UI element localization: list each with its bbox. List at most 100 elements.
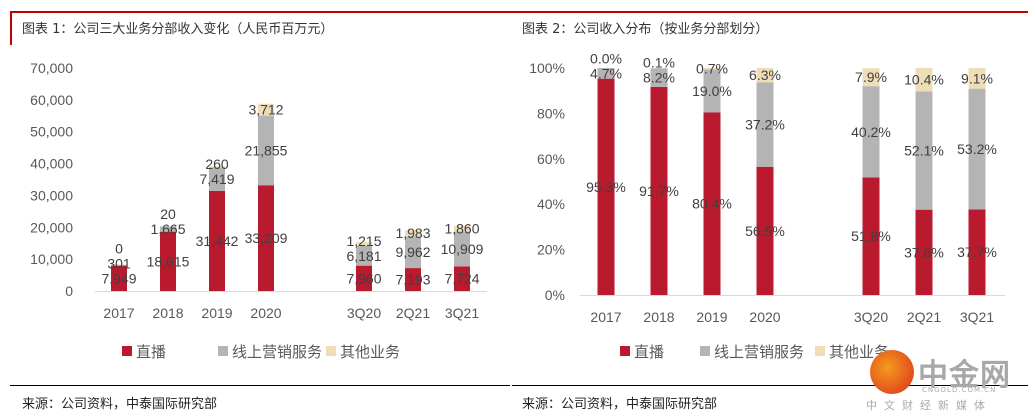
legend-label: 线上营销服务: [232, 344, 322, 361]
data-label: 0.0%: [590, 50, 622, 66]
data-label: 9,962: [395, 244, 430, 260]
y-tick-label: 60,000: [30, 92, 73, 108]
bar-1: [258, 185, 274, 291]
watermark: 中金网 CNGOLD.COM.CN 中文财经新媒体: [866, 344, 1028, 414]
y-tick-label: 0%: [545, 287, 565, 303]
data-label: 7,193: [395, 272, 430, 288]
y-tick-label: 40%: [537, 196, 565, 212]
data-label: 10,909: [441, 241, 484, 257]
x-tick-label: 2Q21: [907, 309, 941, 325]
bar-1: [597, 78, 615, 295]
bar-3: [258, 103, 274, 116]
bar-2: [258, 115, 274, 186]
data-label: 7,960: [346, 270, 381, 286]
legend-swatch: [326, 346, 336, 356]
bar-3: [968, 68, 986, 89]
y-tick-label: 40,000: [30, 156, 73, 172]
bar-1: [915, 209, 933, 295]
data-label: 37.2%: [745, 117, 785, 133]
bar-3: [209, 166, 225, 168]
bar-3: [756, 68, 774, 83]
bar-2: [160, 226, 176, 232]
legend-swatch: [700, 346, 710, 356]
data-label: 31,442: [196, 233, 239, 249]
bar-3: [862, 68, 880, 87]
data-label: 52.1%: [904, 143, 944, 159]
x-tick-label: 2020: [749, 309, 780, 325]
y-tick-label: 0: [65, 283, 73, 299]
bar-3: [405, 230, 421, 237]
bar-2: [650, 68, 668, 87]
y-tick-label: 60%: [537, 151, 565, 167]
chart1-source: 来源：公司资料，中泰国际研究部: [22, 397, 218, 412]
bar-2: [703, 69, 721, 113]
data-label: 6.3%: [749, 67, 781, 83]
bar-2: [597, 68, 615, 79]
data-label: 4.7%: [590, 65, 622, 81]
watermark-tagline: 中文财经新媒体: [866, 399, 992, 412]
bar-2: [756, 82, 774, 167]
y-tick-label: 70,000: [30, 60, 73, 76]
data-label: 0.1%: [643, 55, 675, 71]
data-label: 37.7%: [957, 244, 997, 260]
data-label: 260: [205, 156, 229, 172]
y-tick-label: 100%: [529, 60, 565, 76]
data-label: 19.0%: [692, 83, 732, 99]
x-tick-label: 2Q21: [396, 305, 430, 321]
data-label: 10.4%: [904, 72, 944, 88]
bar-3: [915, 67, 933, 92]
watermark-name: 中金网: [918, 358, 1011, 393]
bar-1: [650, 86, 668, 295]
data-label: 9.1%: [961, 70, 993, 86]
data-label: 53.2%: [957, 141, 997, 157]
bar-1: [160, 231, 176, 291]
y-tick-label: 20,000: [30, 219, 73, 235]
data-label: 51.8%: [851, 228, 891, 244]
legend-label: 直播: [136, 344, 166, 361]
data-label: 21,855: [245, 142, 288, 158]
x-tick-label: 2017: [103, 305, 134, 321]
bar-3: [356, 242, 372, 246]
legend-label: 其他业务: [340, 344, 400, 361]
data-label: 0: [115, 240, 123, 256]
watermark-domain: CNGOLD.COM.CN: [922, 386, 997, 394]
y-tick-label: 50,000: [30, 124, 73, 140]
watermark-logo-icon: [870, 350, 914, 394]
data-label: 1,665: [150, 221, 185, 237]
data-label: 7,949: [101, 270, 136, 286]
data-label: 0.7%: [696, 61, 728, 77]
chart1-title: 图表 1：公司三大业务分部收入变化（人民币百万元）: [22, 22, 334, 37]
bar-2: [862, 86, 880, 178]
header-accent: [10, 11, 12, 45]
data-label: 37.6%: [904, 244, 944, 260]
x-tick-label: 3Q21: [960, 309, 994, 325]
x-tick-label: 2017: [590, 309, 621, 325]
bar-2: [915, 91, 933, 210]
bar-1: [454, 266, 470, 291]
bar-2: [454, 231, 470, 267]
footer-rule-right: [512, 385, 1028, 386]
header-rule: [10, 11, 1028, 13]
legend-swatch: [218, 346, 228, 356]
legend-swatch: [620, 346, 630, 356]
data-label: 40.2%: [851, 124, 891, 140]
y-tick-label: 80%: [537, 105, 565, 121]
x-tick-label: 2018: [152, 305, 183, 321]
x-tick-label: 2019: [201, 305, 232, 321]
data-label: 1,215: [346, 233, 381, 249]
legend-label: 直播: [634, 344, 664, 361]
data-label: 33,209: [245, 230, 288, 246]
legend-swatch: [815, 346, 825, 356]
data-label: 301: [107, 255, 131, 271]
bar-1: [862, 177, 880, 295]
data-label: 7.9%: [855, 69, 887, 85]
data-label: 6,181: [346, 248, 381, 264]
bar-1: [209, 190, 225, 291]
bar-3: [703, 67, 721, 70]
bar-1: [756, 166, 774, 295]
data-label: 1,983: [395, 225, 430, 241]
data-label: 20: [160, 206, 176, 222]
data-label: 95.3%: [586, 179, 626, 195]
bar-2: [356, 245, 372, 266]
bar-2: [968, 88, 986, 210]
